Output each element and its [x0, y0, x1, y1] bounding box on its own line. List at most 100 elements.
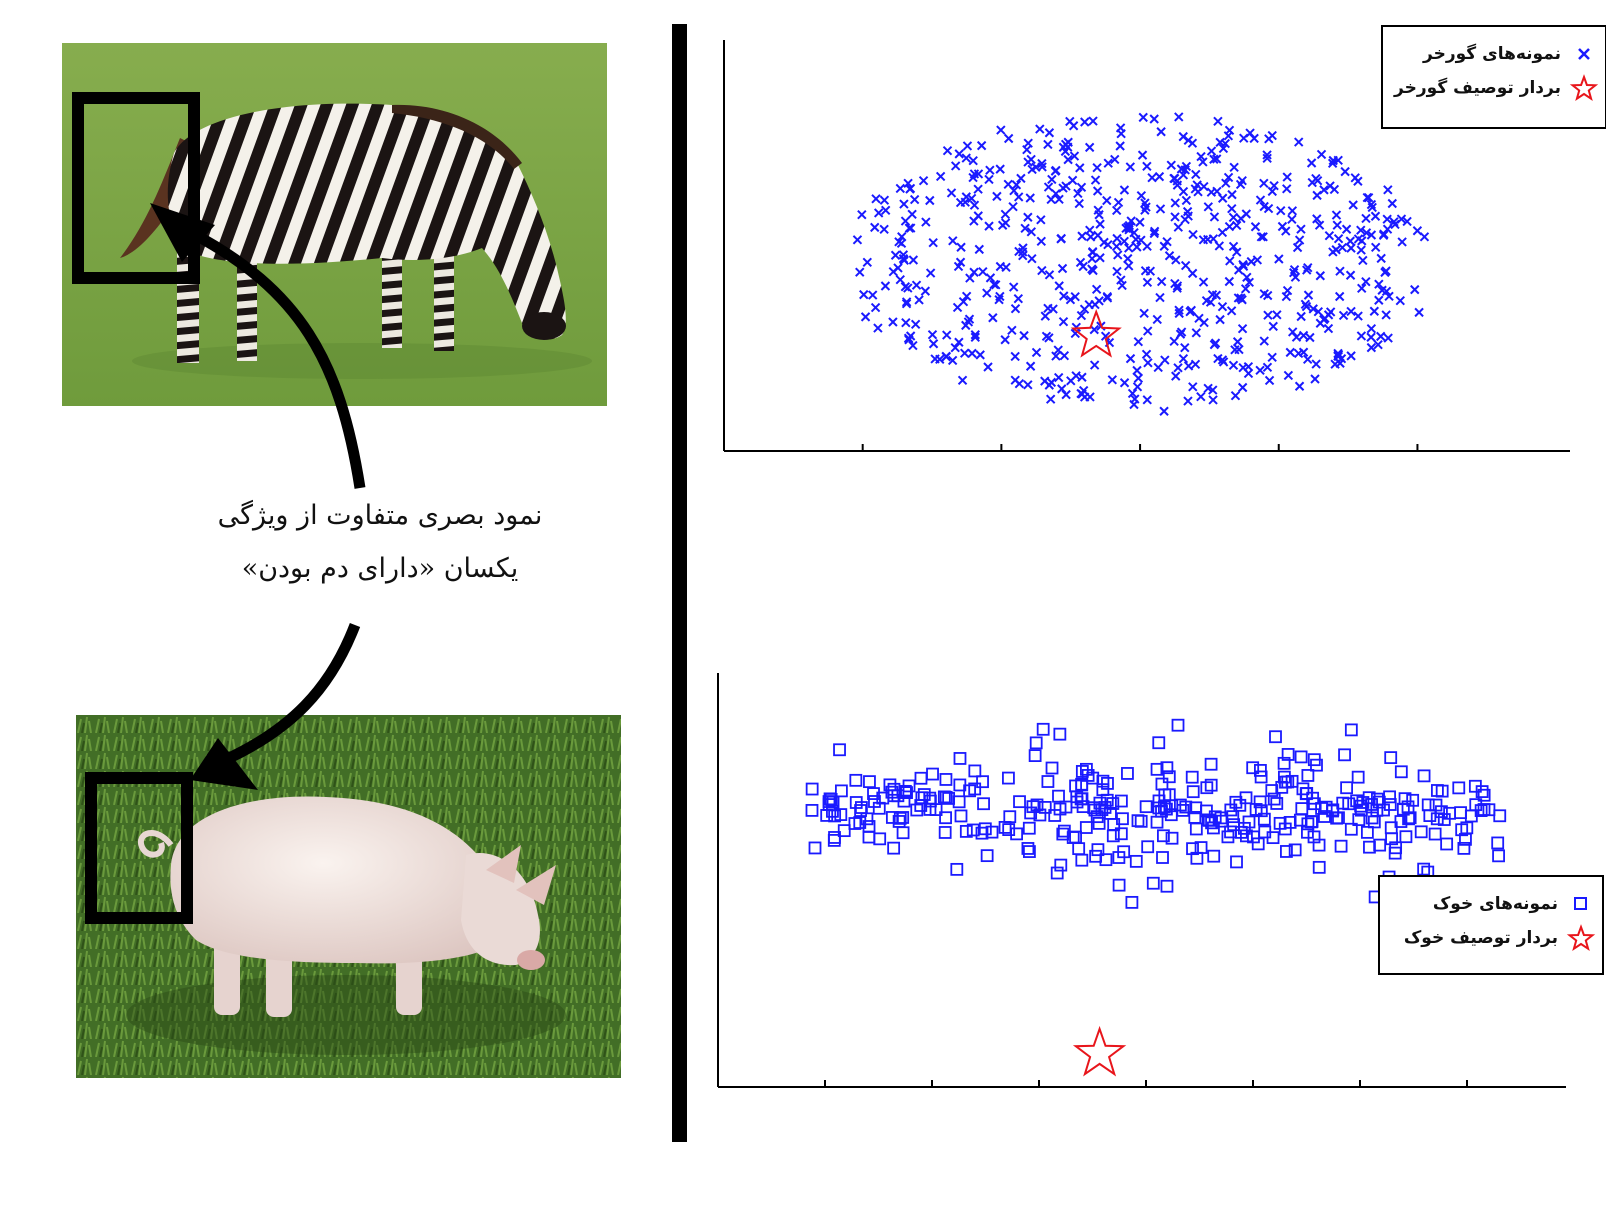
zebra-sample-point — [1067, 175, 1078, 186]
zebra-sample-point — [1325, 307, 1336, 317]
pig-sample-point — [1075, 778, 1089, 792]
zebra-sample-point — [1203, 202, 1214, 212]
zebra-sample-point — [873, 323, 883, 333]
zebra-sample-point — [1255, 365, 1265, 376]
zebra-sample-point — [1026, 154, 1036, 165]
zebra-sample-point — [1381, 310, 1391, 320]
zebra-sample-point — [1228, 212, 1239, 223]
zebra-sample-point — [895, 183, 906, 194]
pig-sample-point — [867, 787, 880, 800]
zebra-sample-point — [1180, 214, 1190, 225]
pig-sample-point — [1430, 784, 1444, 797]
zebra-sample-point — [1092, 162, 1102, 173]
pig-sample-point — [900, 786, 913, 799]
zebra-sample-point — [1267, 186, 1278, 197]
zebra-sample-point — [969, 267, 979, 277]
zebra-sample-point — [1000, 218, 1011, 228]
zebra-sample-point — [914, 295, 924, 305]
pig-sample-point — [854, 801, 868, 814]
pig-sample-point — [1402, 812, 1415, 826]
pig-sample-point — [849, 773, 863, 787]
zebra-sample-point — [1159, 241, 1169, 251]
pig-sample-point — [1399, 830, 1413, 844]
zebra-sample-point — [1068, 121, 1079, 131]
zebra-sample-point — [1079, 304, 1090, 314]
pig-sample-point — [1350, 794, 1364, 808]
zebra-sample-point — [1336, 354, 1347, 364]
zebra-sample-point — [988, 313, 998, 323]
zebra-sample-point — [1155, 204, 1166, 214]
zebra-sample-point — [983, 362, 993, 372]
zebra-sample-point — [1023, 212, 1033, 222]
zebra-sample-point — [1031, 162, 1041, 172]
zebra-sample-point — [1149, 228, 1159, 239]
zebra-sample-point — [906, 223, 916, 233]
pig-sample-point — [1273, 816, 1287, 830]
zebra-sample-point — [893, 263, 903, 273]
zebra-sample-point — [1119, 236, 1129, 247]
zebra-sample-point — [1124, 261, 1134, 271]
pig-sample-point — [1201, 813, 1215, 827]
pig-sample-point — [1384, 821, 1398, 835]
zebra-plot-legend: نمونه‌های گورخر بردار توصیف گورخر — [1381, 25, 1606, 129]
zebra-sample-point — [1087, 264, 1097, 274]
zebra-sample-point — [1281, 291, 1292, 302]
pig-sample-point — [887, 841, 901, 855]
pig-sample-point — [1152, 736, 1166, 750]
pig-sample-point — [1075, 853, 1089, 867]
zebra-sample-point — [1110, 154, 1120, 165]
zebra-sample-point — [1203, 383, 1213, 394]
zebra-sample-point — [1239, 133, 1249, 143]
pig-sample-point — [833, 743, 846, 757]
zebra-sample-point — [1087, 253, 1097, 264]
pig-sample-point — [1200, 804, 1213, 818]
zebra-sample-point — [1337, 242, 1348, 253]
zebra-sample-point — [1181, 161, 1192, 172]
pig-sample-point — [1293, 813, 1307, 827]
zebra-sample-point — [1085, 225, 1095, 235]
zebra-sample-point — [855, 267, 865, 277]
pig-sample-point — [1021, 842, 1035, 855]
zebra-sample-point — [1142, 395, 1152, 405]
zebra-sample-point — [1011, 180, 1022, 190]
pig-sample-point — [1205, 816, 1218, 830]
pig-sample-point — [1365, 798, 1378, 811]
zebra-sample-point — [1010, 375, 1020, 385]
zebra-sample-point — [1350, 173, 1360, 183]
zebra-sample-point — [1294, 235, 1305, 245]
zebra-sample-point — [997, 220, 1008, 230]
zebra-sample-point — [1333, 351, 1344, 362]
zebra-sample-point — [1412, 226, 1423, 236]
pig-sample-point — [1477, 788, 1491, 802]
zebra-sample-point — [1096, 321, 1106, 331]
pig-sample-point — [1421, 798, 1435, 812]
zebra-sample-point — [1041, 331, 1052, 342]
zebra-sample-point — [1259, 336, 1269, 346]
pig-sample-point — [1417, 769, 1431, 783]
zebra-sample-point — [1075, 163, 1085, 173]
zebra-sample-point — [897, 232, 907, 242]
zebra-sample-point — [1102, 291, 1113, 302]
zebra-sample-point — [904, 223, 915, 233]
zebra-sample-point — [1047, 174, 1057, 185]
zebra-sample-point — [1233, 265, 1244, 275]
zebra-sample-point — [1283, 370, 1294, 381]
zebra-sample-point — [903, 178, 913, 188]
zebra-sample-point — [1377, 285, 1387, 295]
pig-sample-point — [1157, 800, 1171, 814]
pig-sample-point — [1207, 821, 1220, 835]
pig-sample-point — [1338, 748, 1351, 762]
pig-sample-point — [1394, 765, 1408, 779]
zebra-sample-point — [1084, 300, 1094, 310]
zebra-sample-point — [870, 302, 881, 313]
pig-sample-point — [891, 789, 905, 803]
pig-sample-point — [820, 809, 834, 822]
pig-sample-point — [1457, 841, 1471, 855]
zebra-sample-point — [928, 237, 938, 248]
pig-sample-point — [834, 784, 848, 798]
zebra-sample-point — [1228, 360, 1239, 371]
zebra-sample-point — [1037, 162, 1047, 172]
zebra-sample-point — [1018, 250, 1028, 261]
zebra-sample-point — [1121, 223, 1131, 233]
zebra-sample-point — [1288, 268, 1299, 278]
